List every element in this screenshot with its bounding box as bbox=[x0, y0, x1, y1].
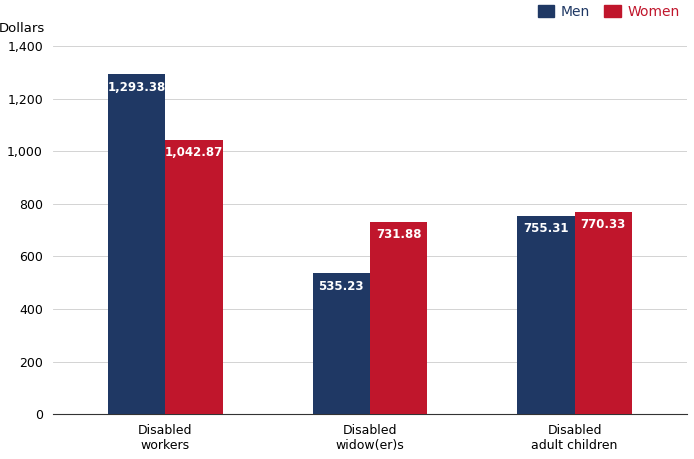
Bar bbox=[165, 140, 223, 414]
Text: 770.33: 770.33 bbox=[580, 218, 626, 231]
Bar bbox=[517, 216, 575, 414]
Text: 1,042.87: 1,042.87 bbox=[164, 146, 223, 159]
Text: 755.31: 755.31 bbox=[523, 222, 568, 235]
Text: 535.23: 535.23 bbox=[319, 280, 364, 293]
Text: 1,293.38: 1,293.38 bbox=[108, 81, 166, 94]
Bar bbox=[370, 222, 428, 414]
Legend: Men, Women: Men, Women bbox=[537, 5, 680, 19]
Bar bbox=[312, 274, 370, 414]
Bar bbox=[108, 74, 165, 414]
Text: 731.88: 731.88 bbox=[375, 228, 421, 241]
Text: Dollars: Dollars bbox=[0, 22, 45, 35]
Bar bbox=[575, 212, 632, 414]
